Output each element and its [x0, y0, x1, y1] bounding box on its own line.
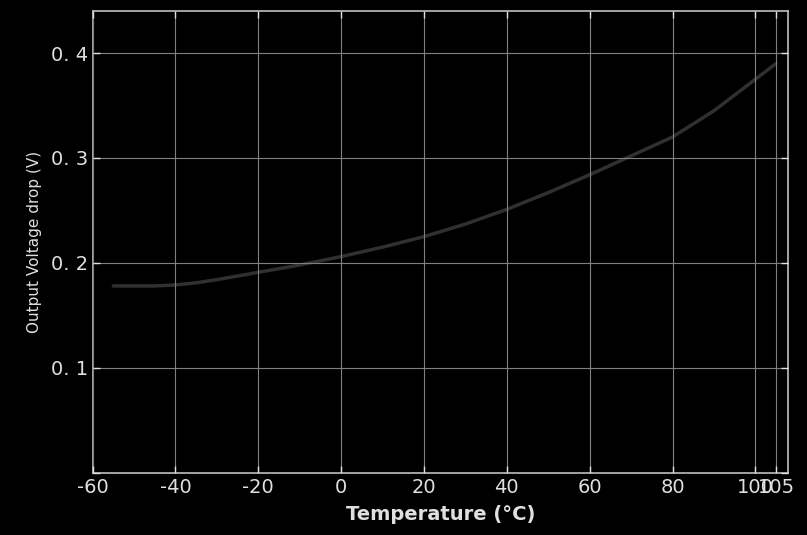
- Y-axis label: Output Voltage drop (V): Output Voltage drop (V): [27, 151, 42, 333]
- X-axis label: Temperature (°C): Temperature (°C): [346, 505, 535, 524]
